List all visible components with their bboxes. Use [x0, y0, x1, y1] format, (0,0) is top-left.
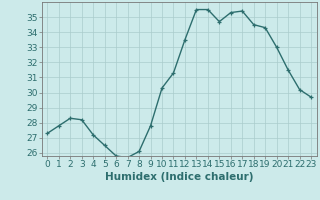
- X-axis label: Humidex (Indice chaleur): Humidex (Indice chaleur): [105, 172, 253, 182]
